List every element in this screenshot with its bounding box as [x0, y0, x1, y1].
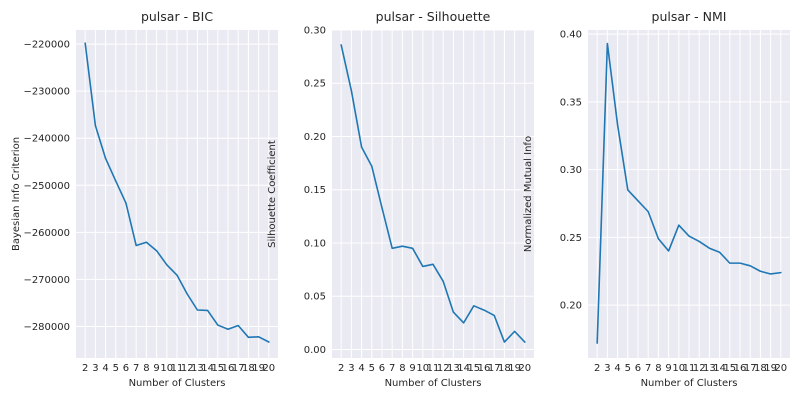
y-tick-label: −220000	[23, 40, 70, 51]
x-tick-label: 19	[508, 363, 521, 374]
y-tick-label: 0.05	[304, 292, 326, 303]
x-tick-label: 10	[416, 363, 429, 374]
x-tick-label: 19	[764, 363, 777, 374]
x-tick-label: 20	[774, 363, 787, 374]
x-tick-label: 2	[594, 363, 600, 374]
x-tick-label: 5	[625, 363, 631, 374]
y-tick-label: 0.10	[304, 238, 326, 249]
x-tick-label: 12	[181, 363, 194, 374]
y-tick-label: −270000	[23, 275, 70, 286]
x-tick-label: 6	[635, 363, 641, 374]
x-tick-label: 15	[211, 363, 224, 374]
y-tick-label: 0.35	[560, 97, 582, 108]
x-tick-label: 17	[488, 363, 501, 374]
x-tick-label: 14	[713, 363, 726, 374]
y-tick-label: −250000	[23, 181, 70, 192]
x-tick-label: 20	[518, 363, 531, 374]
x-tick-label: 5	[369, 363, 375, 374]
y-axis-label: Normalized Mutual Info	[523, 136, 534, 252]
chart-title: pulsar - NMI	[652, 9, 727, 24]
x-tick-label: 15	[467, 363, 480, 374]
y-tick-label: −280000	[23, 322, 70, 333]
x-tick-label: 18	[754, 363, 767, 374]
y-tick-label: 0.00	[304, 345, 326, 356]
x-tick-label: 8	[399, 363, 405, 374]
x-tick-label: 10	[672, 363, 685, 374]
x-tick-label: 7	[389, 363, 395, 374]
x-tick-label: 13	[703, 363, 716, 374]
series-line	[84, 42, 270, 343]
x-tick-label: 16	[222, 363, 235, 374]
y-tick-label: 0.20	[560, 301, 582, 312]
x-tick-label: 13	[447, 363, 460, 374]
chart-title: pulsar - BIC	[141, 9, 213, 24]
x-tick-label: 12	[693, 363, 706, 374]
y-tick-label: −240000	[23, 134, 70, 145]
x-tick-label: 11	[683, 363, 696, 374]
x-tick-label: 9	[153, 363, 159, 374]
x-axis-label: Number of Clusters	[385, 378, 482, 389]
x-tick-label: 13	[191, 363, 204, 374]
x-tick-label: 7	[133, 363, 139, 374]
x-tick-label: 4	[358, 363, 364, 374]
series-line	[340, 44, 526, 343]
x-tick-label: 2	[82, 363, 88, 374]
x-tick-label: 5	[113, 363, 119, 374]
y-tick-label: 0.40	[560, 30, 582, 41]
y-tick-label: 0.25	[560, 233, 582, 244]
x-tick-label: 6	[379, 363, 385, 374]
y-tick-label: −260000	[23, 228, 70, 239]
y-tick-label: 0.20	[304, 132, 326, 143]
y-tick-label: 0.30	[560, 165, 582, 176]
x-tick-label: 17	[232, 363, 245, 374]
y-axis-label: Bayesian Info Criterion	[11, 137, 22, 251]
y-tick-label: −230000	[23, 87, 70, 98]
x-tick-label: 9	[409, 363, 415, 374]
x-tick-label: 3	[92, 363, 98, 374]
x-tick-label: 20	[262, 363, 275, 374]
x-tick-label: 11	[171, 363, 184, 374]
x-tick-label: 19	[252, 363, 265, 374]
x-tick-label: 4	[614, 363, 620, 374]
x-tick-label: 14	[201, 363, 214, 374]
x-tick-label: 10	[160, 363, 173, 374]
x-tick-label: 17	[744, 363, 757, 374]
chart-title: pulsar - Silhouette	[376, 9, 491, 24]
x-tick-label: 14	[457, 363, 470, 374]
x-axis-label: Number of Clusters	[129, 378, 226, 389]
x-tick-label: 3	[604, 363, 610, 374]
x-tick-label: 6	[123, 363, 129, 374]
x-tick-label: 11	[427, 363, 440, 374]
x-tick-label: 18	[242, 363, 255, 374]
series-line	[596, 42, 782, 344]
y-axis-label: Silhouette Coefficient	[267, 140, 278, 248]
x-axis-label: Number of Clusters	[641, 378, 738, 389]
y-tick-label: 0.25	[304, 79, 326, 90]
x-tick-label: 16	[734, 363, 747, 374]
x-tick-label: 15	[723, 363, 736, 374]
x-tick-label: 3	[348, 363, 354, 374]
x-tick-label: 2	[338, 363, 344, 374]
x-tick-label: 8	[143, 363, 149, 374]
x-tick-label: 8	[655, 363, 661, 374]
x-tick-label: 12	[437, 363, 450, 374]
x-tick-label: 16	[478, 363, 491, 374]
y-tick-label: 0.15	[304, 185, 326, 196]
y-tick-label: 0.30	[304, 26, 326, 37]
x-tick-label: 9	[665, 363, 671, 374]
x-tick-label: 4	[102, 363, 108, 374]
x-tick-label: 18	[498, 363, 511, 374]
x-tick-label: 7	[645, 363, 651, 374]
